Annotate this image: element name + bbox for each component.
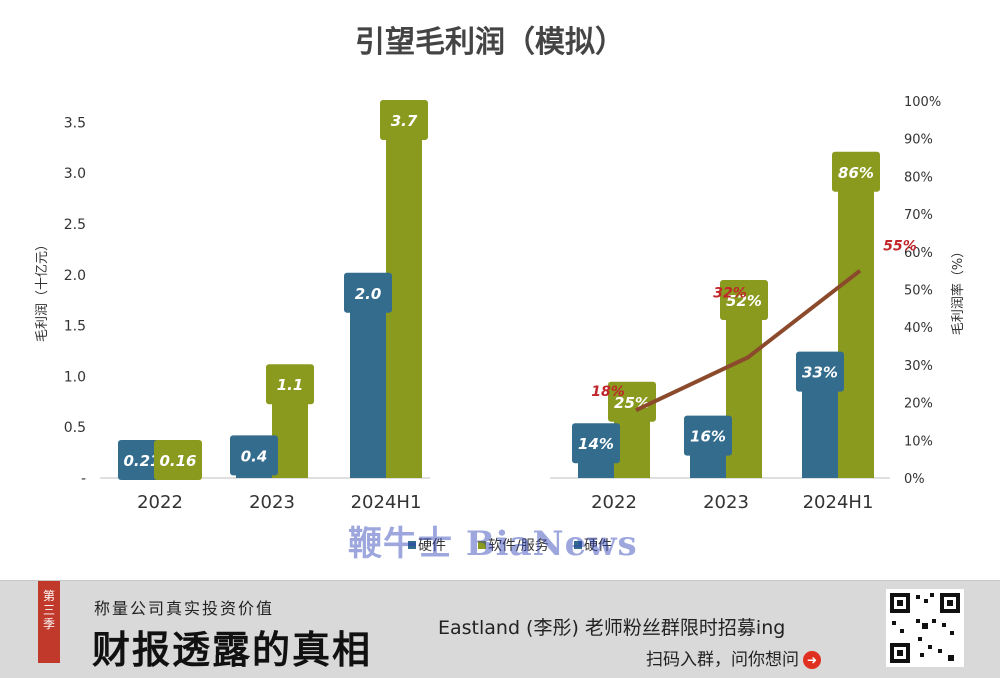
right-y-tick-label: 90% — [904, 133, 933, 148]
software-margin-2022-label-badge — [608, 381, 656, 422]
overall-margin-label: 32% — [713, 285, 747, 301]
right-y-tick-label: 20% — [904, 397, 933, 412]
software-profit-2023-label-badge — [266, 364, 314, 405]
software-profit-2024H1-label-badge — [380, 100, 428, 140]
sub-slogan: 称量公司真实投资价值 — [94, 599, 275, 618]
overall-margin-label: 55% — [883, 239, 917, 255]
bar-software-margin-2024H1 — [838, 153, 874, 478]
left-x-tick-label: 2022 — [137, 492, 183, 513]
left-y-tick-label: 3.0 — [64, 166, 86, 182]
legend-label: 硬件 — [418, 538, 446, 554]
hardware-profit-2023-label: 0.4 — [241, 447, 268, 465]
software-profit-2024H1-label: 3.7 — [391, 112, 418, 130]
legend-label: 硬件 — [584, 538, 612, 554]
hardware-profit-2023-label-badge — [230, 435, 278, 476]
right-axis-title: 毛利润率（%） — [950, 245, 966, 335]
right-y-tick-label: 0% — [904, 472, 925, 487]
right-x-tick-label: 2024H1 — [803, 492, 874, 513]
watermark: 鞭牛士 BiaNews — [348, 524, 638, 564]
qr-code-icon[interactable] — [886, 589, 964, 667]
software-margin-2024H1-label: 86% — [838, 164, 874, 182]
software-margin-2024H1-label-badge — [832, 151, 880, 192]
badge-char: 第 — [42, 589, 55, 603]
right-y-tick-label: 80% — [904, 170, 933, 185]
hardware-margin-2022-label: 14% — [578, 435, 614, 453]
hardware-margin-2023-label: 16% — [690, 428, 726, 446]
legend-label: 软件/服务 — [488, 538, 549, 554]
hardware-profit-2024H1-label-badge — [344, 272, 392, 313]
hardware-profit-2022-label: 0.21 — [123, 452, 160, 470]
hardware-margin-2022-label-badge — [572, 423, 620, 464]
left-y-tick-label: 3.5 — [64, 115, 86, 131]
right-y-tick-label: 30% — [904, 359, 933, 374]
chart-svg: 引望毛利润（模拟） 毛利润（十亿元） - 0.5 1.0 1.5 2.0 2.5 3.0 3.5 0… — [35, 25, 966, 554]
left-y-tick-label: 2.5 — [64, 217, 86, 233]
right-y-tick-label: 50% — [904, 284, 933, 299]
software-margin-2023-label: 52% — [726, 292, 762, 310]
overall-margin-label: 18% — [591, 384, 625, 400]
legend-swatch — [408, 541, 416, 549]
scan-text: 扫码入群，问你想问 — [646, 650, 799, 670]
main-slogan: 财报透露的真相 — [92, 627, 373, 672]
hardware-margin-2024H1-label-badge — [796, 351, 844, 392]
software-margin-2023-label-badge — [720, 279, 768, 320]
badge-char: 三 — [42, 603, 55, 617]
invite-text: Eastland (李彤) 老师粉丝群限时招募ing — [438, 617, 786, 639]
hardware-margin-2024H1-label: 33% — [802, 364, 838, 382]
right-y-tick-label: 10% — [904, 434, 933, 449]
legend-swatch — [478, 541, 486, 549]
chart-area: 引望毛利润（模拟） 毛利润（十亿元） - 0.5 1.0 1.5 2.0 2.5 3.0 3.5 0… — [35, 25, 966, 554]
software-profit-2022-label-badge — [154, 440, 202, 480]
software-profit-2023-label: 1.1 — [277, 376, 304, 394]
arrow-right-icon: ➜ — [803, 651, 821, 669]
promo-banner[interactable]: 第 三 季 称量公司真实投资价值 财报透露的真相 Eastland (李彤) 老… — [0, 580, 1000, 678]
left-y-tick-label: - — [81, 471, 86, 487]
right-x-tick-label: 2022 — [591, 492, 637, 513]
overall-margin-line — [635, 269, 862, 412]
left-y-tick-label: 0.5 — [64, 420, 86, 436]
legend-swatch — [574, 541, 582, 549]
right-y-tick-label: 40% — [904, 321, 933, 336]
right-y-tick-label: 70% — [904, 208, 933, 223]
scan-cta[interactable]: 扫码入群，问你想问 ➜ — [646, 645, 821, 670]
left-y-tick-label: 1.5 — [64, 319, 86, 335]
right-y-tick-label: 100% — [904, 95, 941, 110]
left-x-tick-label: 2024H1 — [351, 492, 422, 513]
badge-char: 季 — [42, 617, 55, 631]
left-y-tick-label: 1.0 — [64, 369, 86, 385]
chart-title: 引望毛利润（模拟） — [355, 25, 625, 60]
season-badge: 第 三 季 — [38, 581, 60, 663]
right-y-tick-label: 60% — [904, 246, 933, 261]
left-x-tick-label: 2023 — [249, 492, 295, 513]
left-axis-title: 毛利润（十亿元） — [35, 238, 50, 342]
right-x-tick-label: 2023 — [703, 492, 749, 513]
software-profit-2022-label: 0.16 — [159, 452, 196, 470]
hardware-profit-2024H1-label: 2.0 — [355, 285, 382, 303]
hardware-margin-2023-label-badge — [684, 415, 732, 456]
left-y-tick-label: 2.0 — [64, 268, 86, 284]
